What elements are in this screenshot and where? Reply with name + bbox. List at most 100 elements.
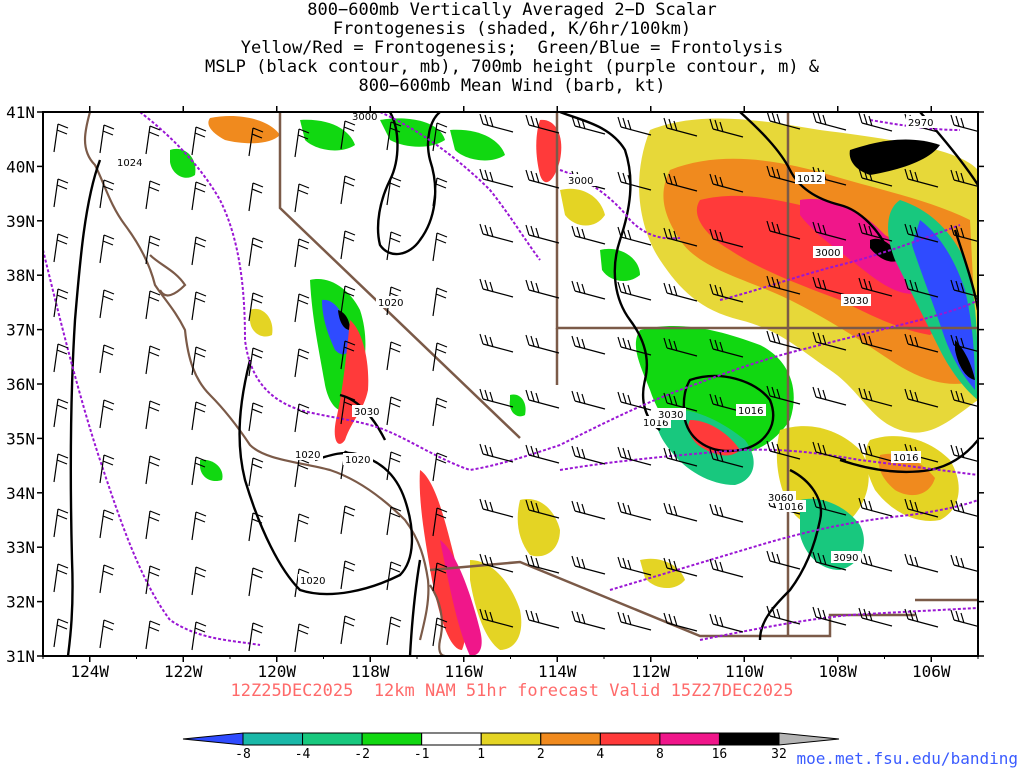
map-area: 1024 1020 1020 1020 1020 1012 1016 1016 … xyxy=(43,112,978,656)
wind-barb xyxy=(525,554,560,574)
wind-barb xyxy=(53,178,69,208)
wind-barb xyxy=(663,392,698,412)
wind-barb xyxy=(99,124,115,154)
lat-tick-label: 41N xyxy=(6,103,35,122)
wind-barb xyxy=(663,447,698,467)
wind-barb xyxy=(709,283,744,303)
wind-barb xyxy=(191,456,207,486)
wind-barb xyxy=(663,282,698,302)
wind-barb xyxy=(340,285,356,315)
wind-barb xyxy=(904,608,939,628)
wind-barb xyxy=(248,402,264,432)
wind-barb xyxy=(145,235,161,265)
wind-barb xyxy=(386,341,402,371)
title-line-3: Yellow/Red = Frontogenesis; Green/Blue =… xyxy=(240,38,784,58)
mslp-label: 1024 xyxy=(117,158,142,169)
colorbar-arrow-right xyxy=(778,732,840,746)
wind-barb xyxy=(525,609,560,629)
wind-barb xyxy=(766,275,801,295)
wind-barb xyxy=(53,453,69,483)
wind-barb xyxy=(248,182,264,212)
wind-barb xyxy=(709,173,744,193)
wind-barb xyxy=(386,396,402,426)
wind-barb xyxy=(950,499,978,518)
wind-barb xyxy=(386,616,402,646)
wind-barb xyxy=(571,445,606,465)
wind-barb xyxy=(571,500,606,520)
lat-tick-label: 40N xyxy=(6,157,35,176)
wind-barb xyxy=(432,342,448,372)
mslp-label: 1020 xyxy=(378,298,403,309)
lat-tick-label: 35N xyxy=(6,429,35,448)
wind-barb xyxy=(191,511,207,541)
lat-tick-label: 38N xyxy=(6,266,35,285)
wind-barb xyxy=(663,172,698,192)
height-label: 3090 xyxy=(833,553,858,564)
wind-barb xyxy=(812,441,847,461)
wind-barb xyxy=(663,612,698,632)
wind-barb xyxy=(812,606,847,626)
wind-barb xyxy=(904,278,939,298)
colorbar-swatch xyxy=(302,732,363,746)
wind-barb xyxy=(340,120,356,150)
wind-barb xyxy=(766,220,801,240)
wind-barb xyxy=(950,444,978,463)
wind-barb xyxy=(248,347,264,377)
wind-barb xyxy=(663,337,698,357)
colorbar-label: -4 xyxy=(295,747,311,762)
wind-barb xyxy=(479,113,514,133)
wind-barb xyxy=(145,125,161,155)
wind-barb xyxy=(248,622,264,652)
wind-barb xyxy=(248,237,264,267)
wind-barb xyxy=(191,566,207,596)
wind-barb xyxy=(145,400,161,430)
wind-barb xyxy=(525,224,560,244)
height-label: 3000 xyxy=(568,176,593,187)
wind-barb xyxy=(858,112,893,132)
wind-barb xyxy=(950,554,978,573)
wind-barb xyxy=(617,446,652,466)
wind-barb xyxy=(99,289,115,319)
colorbar-label: 8 xyxy=(656,747,664,762)
wind-barb xyxy=(191,126,207,156)
wind-barb xyxy=(340,340,356,370)
lat-tick-label: 32N xyxy=(6,593,35,612)
wind-barb xyxy=(432,507,448,537)
wind-barb xyxy=(812,496,847,516)
wind-barb xyxy=(191,236,207,266)
colorbar-swatch xyxy=(242,732,304,746)
wind-barb xyxy=(340,615,356,645)
wind-barb xyxy=(709,338,744,358)
wind-barb xyxy=(432,397,448,427)
wind-barb xyxy=(248,567,264,597)
wind-barb xyxy=(950,114,978,133)
wind-barb xyxy=(571,225,606,245)
lat-tick-label: 34N xyxy=(6,484,35,503)
wind-barb xyxy=(99,399,115,429)
height-label: 3030 xyxy=(658,410,683,421)
wind-barb xyxy=(617,501,652,521)
credit-link[interactable]: moe.met.fsu.edu/banding xyxy=(796,749,1018,768)
wind-barb xyxy=(432,452,448,482)
wind-barb xyxy=(53,288,69,318)
wind-barb xyxy=(479,498,514,518)
height-label: 3000 xyxy=(352,112,377,123)
wind-barb xyxy=(571,610,606,630)
height-label: 3030 xyxy=(843,296,868,307)
wind-barb xyxy=(248,292,264,322)
title-line-2: Frontogenesis (shaded, K/6hr/100km) xyxy=(332,19,692,39)
colorbar-label: 2 xyxy=(537,747,545,762)
height-label: 3030 xyxy=(354,407,379,418)
wind-barb xyxy=(386,506,402,536)
wind-barb xyxy=(858,332,893,352)
wind-barb xyxy=(617,171,652,191)
wind-barb xyxy=(663,117,698,137)
height-label: 2970 xyxy=(908,118,933,129)
mslp-contours xyxy=(66,112,978,656)
longitude-axis: 124W 122W 120W 118W 116W 114W 112W 110W 108W 106W xyxy=(42,106,979,681)
wind-barb xyxy=(479,608,514,628)
wind-barb xyxy=(386,231,402,261)
wind-barb xyxy=(53,233,69,263)
wind-barb xyxy=(53,618,69,648)
